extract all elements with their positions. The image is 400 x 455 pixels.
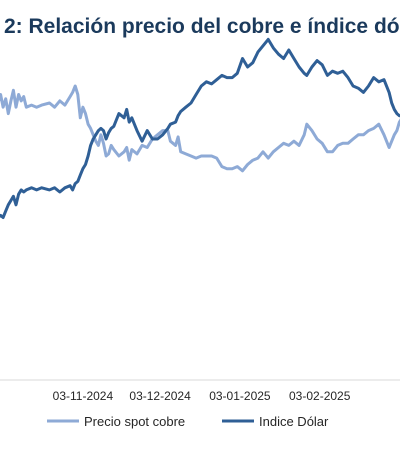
legend-item-copper: Precio spot cobre bbox=[47, 414, 185, 429]
x-tick-label: 03-11-2024 bbox=[53, 389, 114, 403]
x-tick-label: 03-12-2024 bbox=[129, 389, 191, 403]
legend-item-dollar-index: Indice Dólar bbox=[222, 414, 329, 429]
legend-label-copper: Precio spot cobre bbox=[84, 414, 185, 429]
series-group bbox=[0, 37, 400, 219]
series-line-copper bbox=[0, 84, 400, 173]
x-tick-label: 03-02-2025 bbox=[289, 389, 351, 403]
x-axis-tick-labels: 03-11-2024 03-12-2024 03-01-2025 03-02-2025 bbox=[53, 389, 351, 403]
x-tick-label: 03-01-2025 bbox=[209, 389, 271, 403]
series-line-dollar-index bbox=[0, 37, 400, 219]
legend: Precio spot cobre Indice Dólar bbox=[47, 414, 329, 429]
plot-area bbox=[0, 37, 400, 381]
chart-title: 2: Relación precio del cobre e índice dó… bbox=[4, 15, 400, 38]
legend-label-dollar-index: Indice Dólar bbox=[259, 414, 329, 429]
